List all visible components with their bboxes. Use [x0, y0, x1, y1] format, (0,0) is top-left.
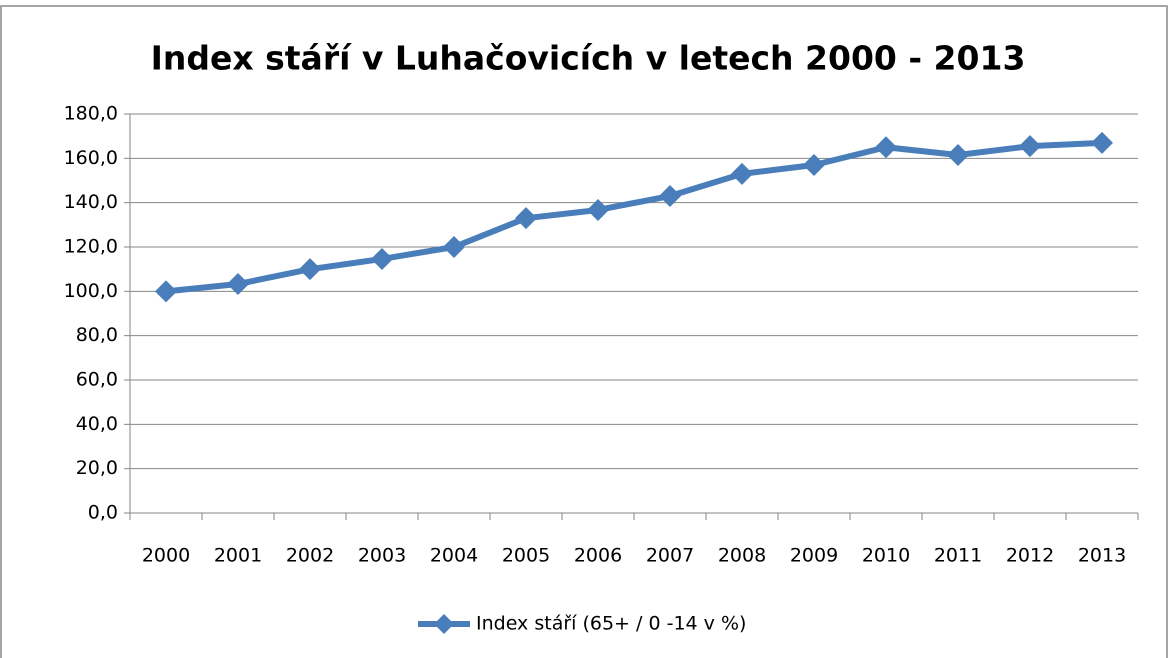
- data-point: [659, 185, 681, 208]
- data-point: [299, 258, 321, 281]
- data-point: [1019, 135, 1041, 158]
- x-tick-label: 2010: [862, 545, 910, 567]
- x-tick-label: 2008: [718, 545, 766, 567]
- data-point: [875, 136, 897, 159]
- data-point: [227, 273, 249, 296]
- y-tick-label: 160,0: [64, 147, 118, 169]
- legend-label: Index stáří (65+ / 0 -14 v %): [476, 613, 746, 635]
- x-tick-label: 2012: [1006, 545, 1054, 567]
- x-tick-label: 2013: [1078, 545, 1126, 567]
- data-point: [371, 247, 393, 270]
- x-tick-label: 2007: [646, 545, 694, 567]
- y-tick-label: 180,0: [64, 103, 118, 125]
- x-tick-label: 2001: [214, 545, 262, 567]
- chart-border: [0, 5, 1168, 658]
- data-point: [515, 207, 537, 230]
- legend-marker: [434, 614, 454, 634]
- y-tick-label: 20,0: [76, 457, 118, 479]
- chart-title: Index stáří v Luhačovicích v letech 2000…: [151, 39, 1026, 78]
- x-tick-label: 2000: [142, 545, 190, 567]
- x-tick-label: 2009: [790, 545, 838, 567]
- y-tick-label: 0,0: [88, 502, 118, 524]
- data-point: [155, 280, 177, 303]
- y-tick-label: 60,0: [76, 369, 118, 391]
- x-tick-label: 2003: [358, 545, 406, 567]
- data-point: [1091, 131, 1113, 154]
- x-tick-label: 2006: [574, 545, 622, 567]
- y-tick-label: 100,0: [64, 280, 118, 302]
- y-tick-label: 80,0: [76, 324, 118, 346]
- x-tick-label: 2004: [430, 545, 478, 567]
- x-tick-label: 2002: [286, 545, 334, 567]
- y-tick-label: 120,0: [64, 236, 118, 258]
- series-line: [165, 139, 1103, 295]
- data-point: [803, 153, 825, 176]
- x-tick-label: 2005: [502, 545, 550, 567]
- data-point: [731, 162, 753, 185]
- data-point: [443, 236, 465, 258]
- y-tick-label: 40,0: [76, 413, 118, 435]
- x-tick-label: 2011: [934, 545, 982, 567]
- data-point: [947, 144, 969, 167]
- y-tick-label: 140,0: [64, 191, 118, 213]
- data-point: [587, 198, 609, 221]
